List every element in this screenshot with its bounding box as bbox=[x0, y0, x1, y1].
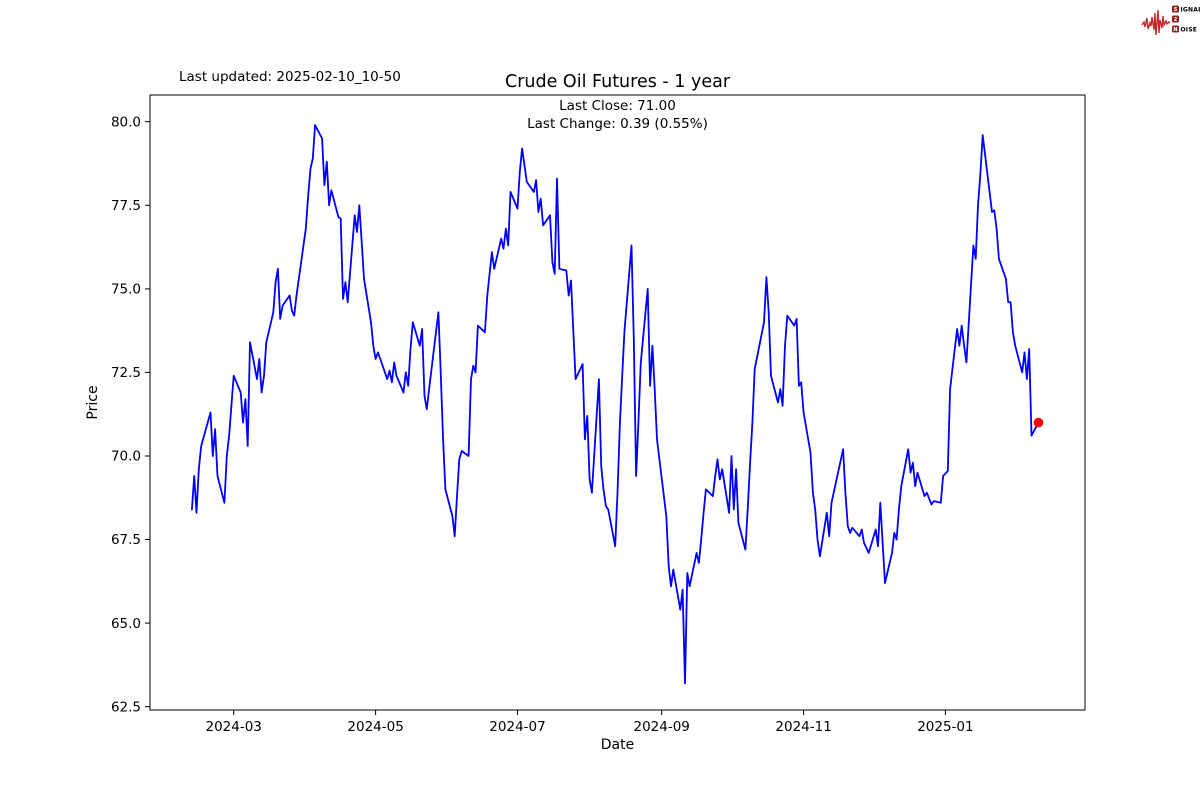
y-tick-label: 70.0 bbox=[111, 449, 141, 465]
subtitle-last-close: Last Close: 71.00 bbox=[559, 98, 676, 114]
logo-word-signal: IGNAL bbox=[1181, 7, 1200, 14]
chart-title: Crude Oil Futures - 1 year bbox=[505, 72, 731, 92]
price-line-series bbox=[190, 124, 1040, 685]
x-tick-label: 2024-07 bbox=[489, 719, 545, 735]
y-axis-label: Price bbox=[85, 385, 101, 419]
y-tick-label: 67.5 bbox=[111, 532, 141, 548]
y-axis-ticks: 62.5 65.0 67.5 70.0 72.5 75.0 77.5 80.0 bbox=[111, 114, 150, 715]
logo: S IGNAL 2 N OISE bbox=[1141, 5, 1200, 36]
y-tick-label: 75.0 bbox=[111, 282, 141, 298]
x-tick-label: 2024-05 bbox=[347, 719, 403, 735]
x-axis-ticks: 2024-03 2024-05 2024-07 2024-09 2024-11 2025-… bbox=[205, 710, 974, 735]
y-tick-label: 77.5 bbox=[111, 198, 141, 214]
y-tick-label: 62.5 bbox=[111, 699, 141, 715]
subtitle-last-change: Last Change: 0.39 (0.55%) bbox=[527, 116, 708, 132]
x-tick-label: 2024-11 bbox=[775, 719, 831, 735]
logo-waveform-icon bbox=[1141, 9, 1171, 36]
logo-letter-n: N bbox=[1173, 27, 1177, 33]
logo-word-noise: OISE bbox=[1181, 27, 1198, 34]
y-tick-label: 72.5 bbox=[111, 365, 141, 381]
plot-frame bbox=[149, 94, 1086, 711]
logo-letterbox-s bbox=[1172, 5, 1179, 13]
logo-letter-s: S bbox=[1174, 7, 1178, 13]
last-updated-label: Last updated: 2025-02-10_10-50 bbox=[179, 69, 401, 85]
x-tick-label: 2025-01 bbox=[917, 719, 973, 735]
x-tick-label: 2024-09 bbox=[633, 719, 689, 735]
y-tick-label: 80.0 bbox=[111, 114, 141, 130]
last-close-marker bbox=[1033, 417, 1044, 428]
x-axis-label: Date bbox=[601, 737, 634, 753]
logo-digit-2: 2 bbox=[1174, 17, 1178, 23]
logo-letterbox-n bbox=[1172, 25, 1179, 33]
y-tick-label: 65.0 bbox=[111, 616, 141, 632]
x-tick-label: 2024-03 bbox=[205, 719, 261, 735]
logo-letterbox-2 bbox=[1172, 15, 1179, 23]
